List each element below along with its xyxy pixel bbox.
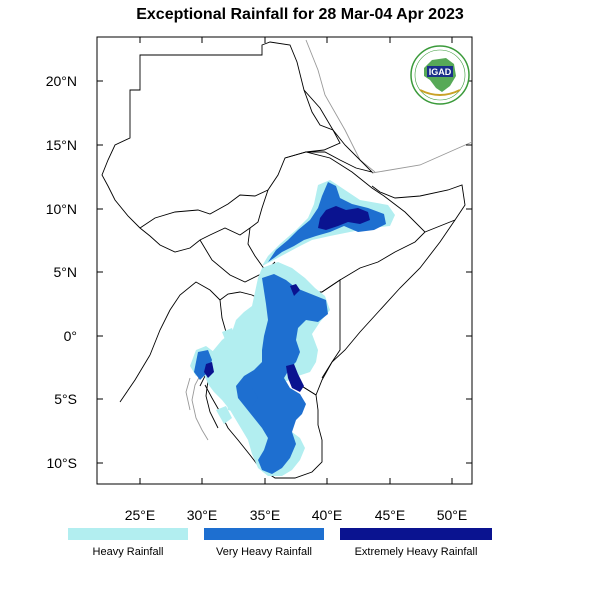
lat-tick-label: 20°N (46, 73, 77, 89)
legend-label-very-heavy: Very Heavy Rainfall (216, 546, 312, 558)
igad-logo-text: IGAD (429, 67, 452, 77)
legend-swatch-heavy (68, 528, 188, 540)
legend-item-heavy: Heavy Rainfall (68, 528, 188, 558)
legend-swatch-very-heavy (204, 528, 324, 540)
lat-tick-label: 5°S (54, 391, 77, 407)
lon-tick-label: 30°E (187, 507, 218, 523)
map-title: Exceptional Rainfall for 28 Mar-04 Apr 2… (136, 6, 464, 23)
lon-tick-label: 35°E (250, 507, 281, 523)
lat-tick-label: 5°N (54, 264, 78, 280)
lon-tick-label: 50°E (437, 507, 468, 523)
lon-tick-label: 25°E (125, 507, 156, 523)
igad-logo: IGAD (410, 45, 470, 105)
legend-label-heavy: Heavy Rainfall (92, 546, 164, 558)
axis-ticks (97, 37, 472, 484)
lat-tick-label: 10°S (46, 455, 77, 471)
lat-tick-label: 0° (64, 328, 77, 344)
extremely-heavy-rainfall-areas (204, 206, 370, 392)
lon-tick-label: 45°E (375, 507, 406, 523)
lon-tick-label: 40°E (312, 507, 343, 523)
legend-item-extremely-heavy: Extremely Heavy Rainfall (340, 528, 492, 558)
rainfall-patches (190, 180, 395, 476)
legend-item-very-heavy: Very Heavy Rainfall (204, 528, 324, 558)
legend-label-extremely-heavy: Extremely Heavy Rainfall (354, 546, 478, 558)
legend-swatch-extremely-heavy (340, 528, 492, 540)
lat-tick-label: 10°N (46, 201, 77, 217)
lat-tick-label: 15°N (46, 137, 77, 153)
